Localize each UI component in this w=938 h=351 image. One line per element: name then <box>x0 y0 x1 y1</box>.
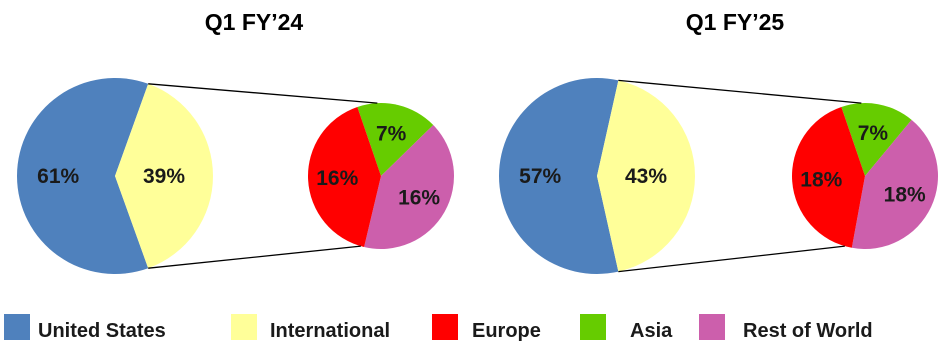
connector-line-bottom <box>148 245 361 269</box>
chart-marks: 57% 43% 7% 18% 18% <box>498 77 938 275</box>
pie-slice-rest-of-world <box>364 125 454 249</box>
data-label-rest-of-world: 18% <box>884 184 926 207</box>
pie-slice-rest-of-world <box>851 119 938 249</box>
legend-swatch-asia <box>580 314 606 340</box>
chart-q1-fy24: Q1 FY’24 61% 39% 7% 16% 16% <box>17 9 454 275</box>
pie-slice-international <box>115 83 214 269</box>
legend-swatch-europe <box>432 314 458 340</box>
data-label-united-states: 57% <box>519 165 561 188</box>
legend-label-europe: Europe <box>472 320 541 342</box>
pie-slice-international <box>597 80 695 272</box>
data-label-europe: 18% <box>800 168 842 191</box>
legend: United States International Europe Asia … <box>4 314 873 342</box>
data-label-asia: 7% <box>376 122 407 145</box>
legend-label-asia: Asia <box>630 320 673 342</box>
chart-marks: 61% 39% 7% 16% 16% <box>17 78 454 275</box>
data-label-rest-of-world: 16% <box>398 187 440 210</box>
data-label-international: 43% <box>625 165 667 188</box>
chart-title: Q1 FY’24 <box>205 9 304 35</box>
chart-title: Q1 FY’25 <box>686 9 785 35</box>
data-label-asia: 7% <box>858 122 889 145</box>
pie-slice-europe <box>308 106 381 248</box>
connector-line-top <box>148 83 378 104</box>
pie-slice-europe <box>791 106 865 248</box>
connector-line-bottom <box>618 245 845 273</box>
legend-swatch-international <box>231 314 257 340</box>
data-label-europe: 16% <box>316 167 358 190</box>
legend-label-international: International <box>270 320 390 342</box>
legend-swatch-rest-of-world <box>699 314 725 340</box>
chart-q1-fy25: Q1 FY’25 57% 43% 7% 18% 18% <box>498 9 938 275</box>
legend-label-rest-of-world: Rest of World <box>743 320 873 342</box>
data-label-united-states: 61% <box>37 165 79 188</box>
legend-swatch-united-states <box>4 314 30 340</box>
pie-slice-asia <box>357 103 434 176</box>
pie-slice-asia <box>841 103 912 176</box>
connector-line-top <box>618 79 862 104</box>
data-label-international: 39% <box>143 165 185 188</box>
pie-slice-united-states <box>17 78 149 275</box>
pie-slice-united-states <box>498 77 619 275</box>
legend-label-united-states: United States <box>38 320 166 342</box>
